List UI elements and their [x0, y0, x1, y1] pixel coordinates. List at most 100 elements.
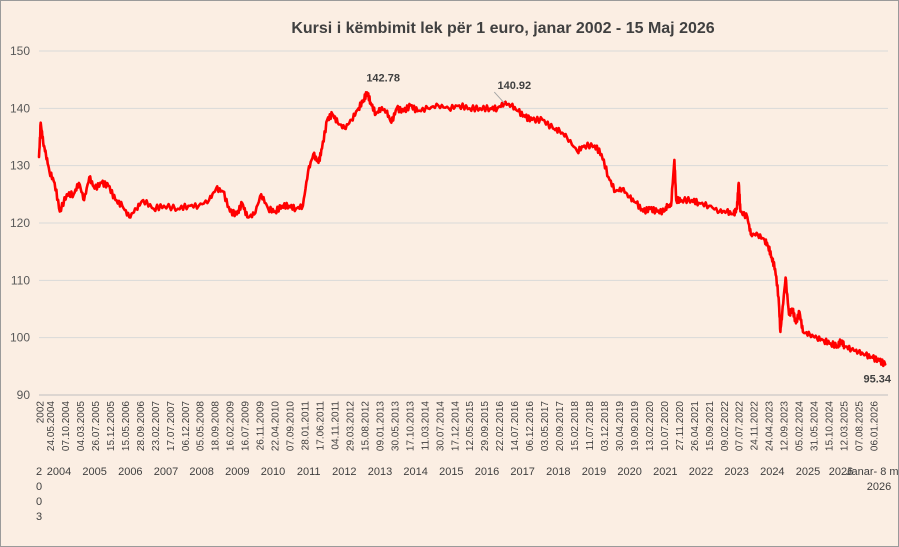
- year-label-2003: 2: [36, 466, 42, 478]
- x-tick-label: 30.05.2013: [390, 401, 401, 451]
- x-tick-label: 09.01.2013: [375, 401, 386, 451]
- year-label: 2024: [760, 466, 784, 478]
- y-tick-label: 120: [10, 216, 30, 230]
- year-label-2003: 0: [36, 496, 42, 508]
- year-label: 2010: [261, 466, 285, 478]
- y-tick-label: 150: [10, 44, 30, 58]
- year-label: 2016: [475, 466, 499, 478]
- y-tick-label: 90: [17, 388, 31, 402]
- x-axis: 2002 24.05.2004 07.10.2004 04.03.2005 26.07.…: [36, 401, 899, 523]
- year-label: 2014: [403, 466, 427, 478]
- year-label: 2007: [154, 466, 178, 478]
- x-tick-label: 27.11.2020: [675, 401, 686, 451]
- x-tick-label: 17.06.2011: [316, 401, 327, 451]
- y-tick-label: 100: [10, 331, 30, 345]
- x-tick-label-first: 2002: [36, 401, 47, 424]
- x-tick-label: 16.07.2009: [241, 401, 252, 451]
- x-tick-label: 11.03.2014: [420, 401, 431, 451]
- x-tick-label: 24.11.2022: [750, 401, 761, 451]
- x-tick-label: 17.12.2014: [450, 401, 461, 451]
- x-tick-label: 15.12.2005: [106, 401, 117, 451]
- x-tick-label: 05.02.2024: [795, 401, 806, 451]
- y-tick-label: 110: [11, 273, 30, 287]
- data-label: 142.78: [366, 72, 400, 84]
- x-tick-label: 15.05.2006: [121, 401, 132, 451]
- year-label-2003: 0: [36, 481, 42, 493]
- x-tick-label: 31.05.2024: [810, 401, 821, 451]
- x-tick-label: 15.10.2024: [825, 401, 836, 451]
- x-tick-label: 07.07.2022: [735, 401, 746, 451]
- x-tick-label: 15.08.2012: [360, 401, 371, 451]
- year-label: 2004: [47, 466, 71, 478]
- x-tick-label: 24.04.2023: [765, 401, 776, 451]
- x-tick-label: 28.09.2006: [136, 401, 147, 451]
- x-tick-label: 26.04.2021: [690, 401, 701, 451]
- x-tick-label: 07.08.2025: [855, 401, 866, 451]
- x-tick-label: 14.07.2016: [510, 401, 521, 451]
- year-label: 2011: [297, 466, 321, 478]
- year-label: 2021: [653, 466, 677, 478]
- y-tick-label: 140: [10, 101, 30, 115]
- year-label: 2020: [617, 466, 641, 478]
- chart-title: Kursi i këmbimit lek për 1 euro, janar 2…: [291, 20, 714, 37]
- x-tick-label: 17.10.2013: [405, 401, 416, 451]
- series-layer: [37, 91, 887, 368]
- x-tick-label: 07.10.2004: [61, 401, 72, 451]
- x-tick-label: 23.02.2007: [151, 401, 162, 451]
- x-tick-label: 05.05.2008: [196, 401, 207, 451]
- x-tick-label: 30.07.2014: [435, 401, 446, 451]
- y-tick-label: 130: [10, 159, 30, 173]
- x-tick-label: 17.07.2007: [166, 401, 177, 451]
- year-label: 2009: [225, 466, 249, 478]
- year-label: 2023: [724, 466, 748, 478]
- year-label-2026: 2026: [829, 466, 853, 478]
- year-label: 2013: [368, 466, 392, 478]
- year-label: 2015: [439, 466, 463, 478]
- x-tick-label: 28.01.2011: [301, 401, 312, 451]
- x-tick-label: 15.09.2021: [705, 401, 716, 451]
- x-tick-label: 30.04.2019: [615, 401, 626, 451]
- year-label: 2006: [118, 466, 142, 478]
- x-tick-label: 24.05.2004: [46, 401, 57, 451]
- data-label: 95.34: [863, 373, 891, 385]
- x-tick-label: 06.12.2007: [181, 401, 192, 451]
- year-label: 2017: [510, 466, 534, 478]
- x-tick-label: 22.04.2010: [271, 401, 282, 451]
- x-tick-label: 18.09.2008: [211, 401, 222, 451]
- series-line: [37, 91, 887, 368]
- x-tick-label: 07.09.2010: [286, 401, 297, 451]
- year-label: 2012: [332, 466, 356, 478]
- x-tick-label: 12.05.2015: [465, 401, 476, 451]
- x-tick-label: 26.11.2009: [256, 401, 267, 451]
- x-tick-label: 12.09.2023: [780, 401, 791, 451]
- year-label: 2025: [796, 466, 820, 478]
- x-tick-label: 16.02.2009: [226, 401, 237, 451]
- last-year-label: 2026: [867, 481, 891, 493]
- last-tick-label: Janar- 8 m: [846, 466, 898, 478]
- data-label-leader: [493, 91, 505, 104]
- year-label-2003: 3: [36, 511, 42, 523]
- annotations: 142.78 140.92 95.34: [366, 72, 892, 385]
- x-tick-label: 09.02.2022: [720, 401, 731, 451]
- x-tick-label: 20.09.2017: [555, 401, 566, 451]
- x-tick-label: 15.02.2018: [570, 401, 581, 451]
- y-axis: 90 100 110 120 130 140 150: [10, 44, 30, 402]
- x-tick-label: 19.09.2019: [630, 401, 641, 451]
- x-tick-label: 29.03.2012: [345, 401, 356, 451]
- x-tick-label: 06.01.2026: [870, 401, 881, 451]
- x-tick-label: 04.11.2011: [330, 401, 341, 450]
- x-tick-label: 13.02.2020: [645, 401, 656, 451]
- year-label: 2022: [689, 466, 713, 478]
- year-label: 2008: [189, 466, 213, 478]
- x-tick-label: 22.02.2016: [495, 401, 506, 451]
- x-tick-label: 26.07.2005: [91, 401, 102, 451]
- year-label: 2005: [82, 466, 106, 478]
- x-tick-label: 29.09.2015: [480, 401, 491, 451]
- x-tick-label: 11.07.2018: [585, 401, 596, 451]
- x-tick-label: 06.12.2016: [525, 401, 536, 451]
- x-tick-label: 03.12.2018: [600, 401, 611, 451]
- year-label: 2019: [582, 466, 606, 478]
- data-label: 140.92: [497, 80, 531, 92]
